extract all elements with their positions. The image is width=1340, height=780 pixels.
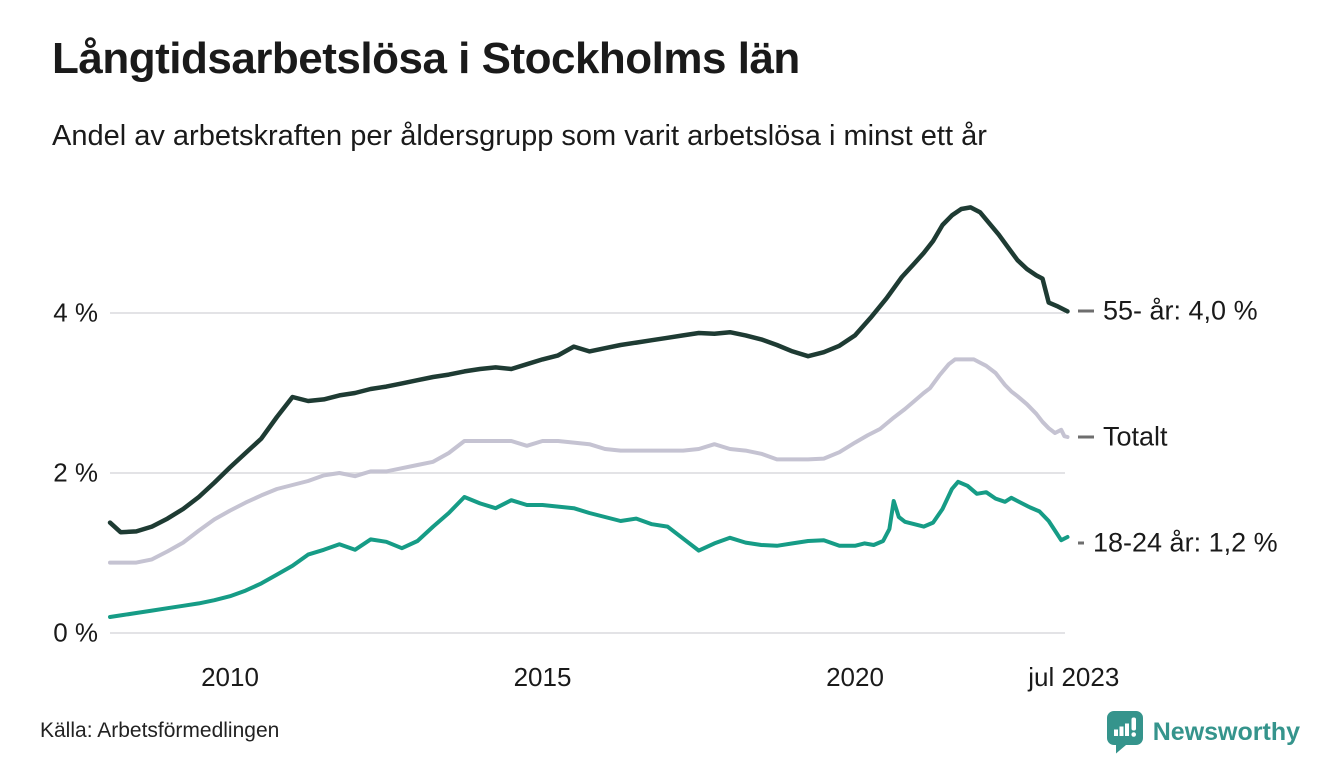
x-tick-2020: 2020 [826, 662, 884, 692]
label-connector-dash [1078, 309, 1094, 313]
label-connector-dash [1078, 541, 1084, 545]
exclamation-glyph [1131, 717, 1136, 731]
y-tick-0: 0 % [53, 617, 98, 648]
series-line-total [108, 357, 1070, 565]
series-line-55 [107, 205, 1070, 535]
end-label-1824: 18-24 år: 1,2 % [1078, 528, 1278, 559]
page-title: Långtidsarbetslösa i Stockholms län [52, 34, 800, 83]
label-connector-dash [1078, 435, 1094, 439]
series-end-label-text: Totalt [1103, 421, 1168, 452]
y-tick-2: 2 % [53, 457, 98, 488]
source-note: Källa: Arbetsförmedlingen [40, 719, 280, 742]
bar-chart-glyph [1113, 729, 1118, 736]
x-tick-jul 2023: jul 2023 [1028, 662, 1120, 692]
page-subtitle: Andel av arbetskraften per åldersgrupp s… [52, 120, 987, 152]
end-label-55: 55- år: 4,0 % [1078, 296, 1258, 327]
brand-name: Newsworthy [1152, 717, 1300, 746]
series-line-1824 [108, 479, 1070, 619]
brand-logo: Newsworthy [1106, 710, 1300, 754]
y-tick-4: 4 % [53, 297, 98, 328]
end-label-total: Totalt [1078, 422, 1168, 453]
x-tick-2015: 2015 [513, 662, 572, 692]
newsworthy-bubble-icon [1106, 711, 1143, 754]
x-tick-2010: 2010 [201, 662, 259, 692]
series-end-label-text: 55- år: 4,0 % [1103, 295, 1258, 326]
series-end-label-text: 18-24 år: 1,2 % [1093, 527, 1278, 558]
